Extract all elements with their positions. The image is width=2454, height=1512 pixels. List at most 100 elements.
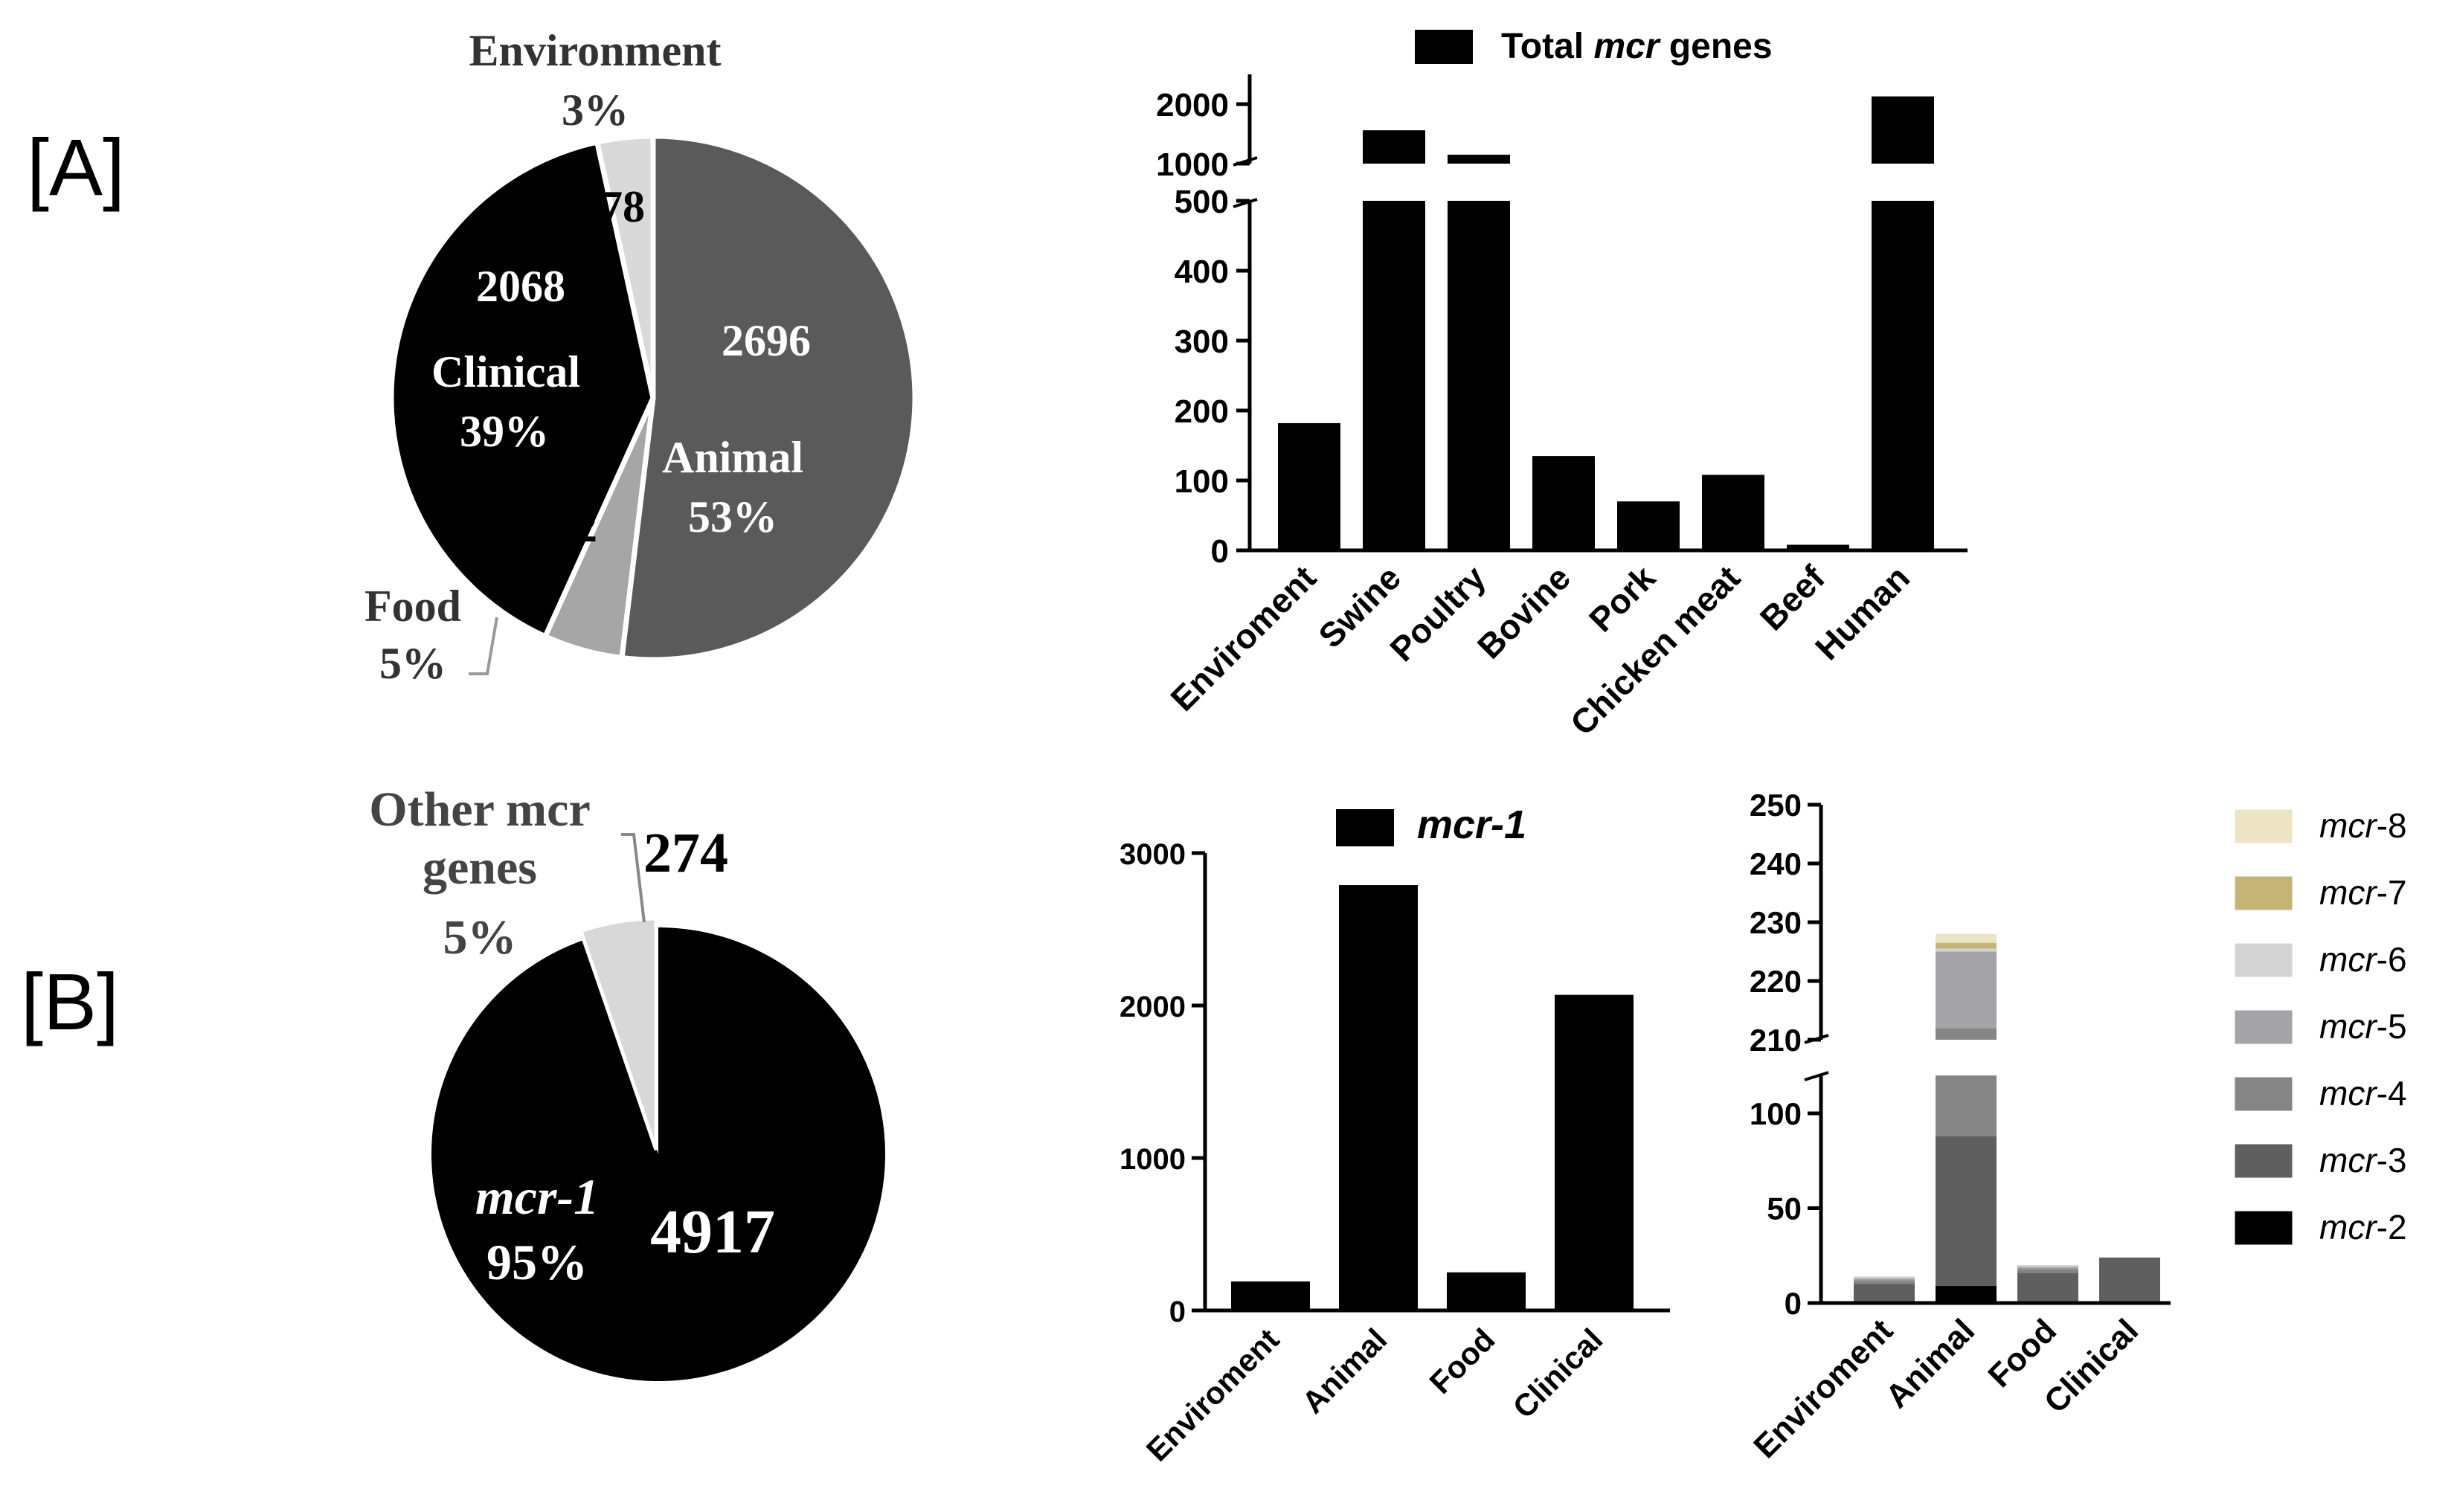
y-tick-label: 300 xyxy=(1175,324,1229,360)
stack-segment-mcr3-food xyxy=(2017,1273,2078,1303)
bar-food xyxy=(1447,1272,1526,1310)
slice-name-animal: Animal xyxy=(662,433,803,482)
legend-text-italic: mcr xyxy=(2319,873,2377,912)
x-tick-label: Enviroment xyxy=(1163,558,1323,718)
legend-swatch-mcr3 xyxy=(2234,1143,2293,1179)
x-tick-label: Poultry xyxy=(1382,558,1493,669)
stack-segment-mcr3-animal xyxy=(1936,1136,1997,1287)
y-tick-label: 2000 xyxy=(1156,87,1229,123)
legend-text: -6 xyxy=(2377,940,2407,979)
stack-segment-mcr8-animal xyxy=(1936,933,1997,943)
leader-line-other xyxy=(621,833,646,923)
legend-text-italic: mcr xyxy=(2319,1074,2377,1113)
y-tick-label: 200 xyxy=(1175,393,1229,430)
bar-upper-poultry xyxy=(1448,155,1510,164)
legend-label-mcr4: mcr-4 xyxy=(2319,1074,2407,1113)
legend-label-mcr6: mcr-6 xyxy=(2319,940,2407,979)
slice-pct-animal: 53% xyxy=(688,492,777,541)
stack-segment-mcr7-animal xyxy=(1936,942,1997,949)
stack-segment-mcr3-clinical xyxy=(2099,1257,2160,1303)
panel-label-a: [A] xyxy=(27,122,125,212)
y-tick-label: 500 xyxy=(1175,184,1229,220)
bar-chart-mcr1: Enviroment Animal Food Clinical 0 1000 2000 300… xyxy=(1120,802,1670,1468)
y-tick-label: 100 xyxy=(1175,463,1229,500)
slice-value-environment: 178 xyxy=(578,182,645,231)
axis-break-mark xyxy=(1804,1071,1829,1081)
stack-segment-mcr4-enviroment xyxy=(1854,1280,1915,1284)
slice-value-other: 274 xyxy=(643,822,728,884)
legend-swatch-mcr8 xyxy=(2234,808,2293,844)
bar-animal xyxy=(1339,885,1418,1310)
stack-segment-mcr6-animal xyxy=(1936,948,1997,952)
bar-upper-human xyxy=(1872,96,1934,164)
legend-swatch-mcr7 xyxy=(2234,875,2293,911)
legend-swatch-mcr1 xyxy=(1336,809,1394,846)
stack-segment-mcr6-food xyxy=(2017,1265,2078,1267)
y-tick-label: 220 xyxy=(1750,964,1802,999)
y-tick-label: 1000 xyxy=(1156,147,1229,183)
pie-slice-animal xyxy=(619,133,918,663)
stack-segment-mcr5-enviroment xyxy=(1854,1278,1915,1281)
legend-text: -7 xyxy=(2377,873,2407,912)
bar-swine xyxy=(1363,201,1425,550)
x-tick-label: Enviroment xyxy=(1140,1322,1286,1468)
bar-upper-swine xyxy=(1363,130,1425,164)
legend-swatch-mcr2 xyxy=(2234,1210,2293,1246)
slice-name-other: Other mcr genes xyxy=(369,782,590,895)
y-tick-label: 0 xyxy=(1785,1286,1802,1321)
y-tick-label: 400 xyxy=(1175,254,1229,290)
stack-segment-mcr4-food xyxy=(2017,1269,2078,1273)
stack-segment-mcr4-animal xyxy=(1936,1028,1997,1040)
y-tick-label: 0 xyxy=(1211,533,1229,570)
legend-text: genes xyxy=(1660,27,1773,66)
legend-swatch-mcr6 xyxy=(2234,942,2293,978)
y-tick-label: 250 xyxy=(1750,788,1802,823)
legend-text-italic: mcr xyxy=(2319,1208,2377,1246)
x-tick-label: Human xyxy=(1808,558,1917,667)
bar-poultry xyxy=(1448,201,1510,550)
legend-swatch-total xyxy=(1415,30,1473,64)
y-tick-label: 100 xyxy=(1750,1096,1802,1131)
slice-name-other-line1: Other mcr xyxy=(369,782,590,837)
y-tick-label: 1000 xyxy=(1120,1143,1186,1176)
legend-text-italic: mcr xyxy=(2319,1007,2377,1046)
legend-label-total: Total mcr genes xyxy=(1501,27,1773,66)
legend-swatch-mcr5 xyxy=(2234,1009,2293,1045)
slice-pct-food: 5% xyxy=(379,639,446,688)
stack-segment-mcr4-animal xyxy=(1936,1075,1997,1136)
bar-clinical xyxy=(1555,994,1634,1310)
bar-enviroment xyxy=(1278,422,1340,550)
panel-label-b: [B] xyxy=(21,956,119,1046)
slice-pct-clinical: 39% xyxy=(460,407,549,456)
pie-slice-clinical xyxy=(388,139,656,640)
slice-pct-environment: 3% xyxy=(562,86,629,135)
y-tick-label: 2000 xyxy=(1120,991,1186,1023)
stack-segment-mcr5-animal xyxy=(1936,951,1997,1029)
axis-break-mark xyxy=(1233,198,1258,208)
x-tick-label: Food xyxy=(1423,1322,1502,1400)
slice-value-mcr1: 4917 xyxy=(650,1197,775,1267)
y-tick-label: 240 xyxy=(1750,846,1802,881)
y-tick-label: 3000 xyxy=(1120,838,1186,871)
x-tick-label: Animal xyxy=(1879,1312,1982,1415)
legend-text: mcr xyxy=(1593,27,1660,66)
bar-human xyxy=(1872,201,1934,550)
legend-text: -3 xyxy=(2377,1141,2407,1180)
legend-label-mcr1: mcr-1 xyxy=(1417,802,1526,847)
slice-name-clinical: Clinical xyxy=(431,347,580,396)
stack-segment-mcr5-food xyxy=(2017,1267,2078,1270)
legend-text: -2 xyxy=(2377,1208,2407,1246)
legend-label-mcr8: mcr-8 xyxy=(2319,806,2407,845)
legend-text-italic: mcr xyxy=(2319,1141,2377,1180)
legend-text: -5 xyxy=(2377,1007,2407,1046)
legend-text: -8 xyxy=(2377,806,2407,845)
slice-name-mcr1: mcr-1 xyxy=(475,1168,599,1225)
bar-pork xyxy=(1617,501,1680,550)
slice-value-animal: 2696 xyxy=(722,316,811,365)
x-tick-label: Animal xyxy=(1295,1322,1393,1420)
bar-enviroment xyxy=(1231,1281,1310,1310)
y-tick-label: 50 xyxy=(1767,1191,1802,1226)
